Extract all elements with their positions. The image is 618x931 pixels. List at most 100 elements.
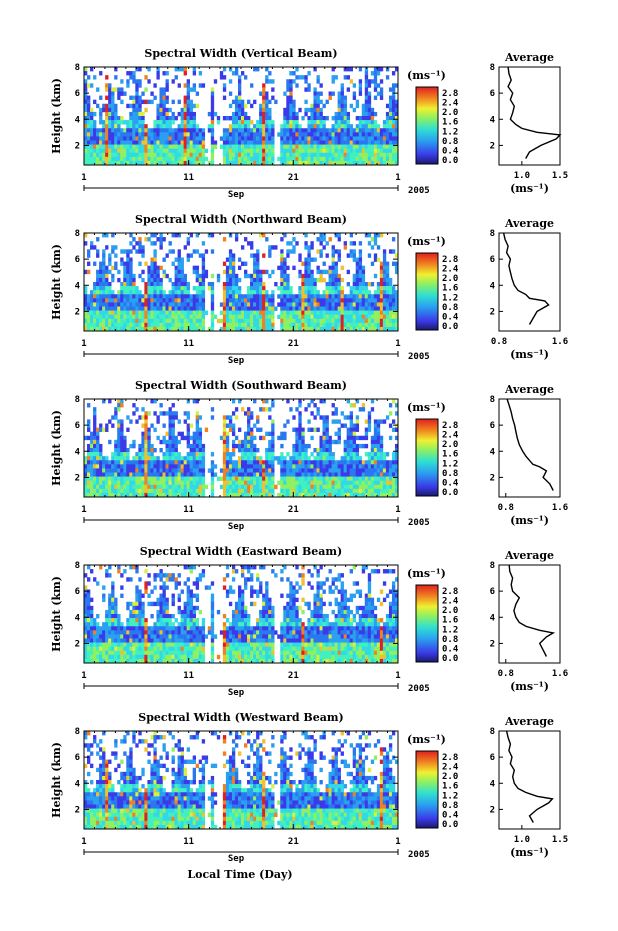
colorbar-tick-label: 0.4 [442,810,459,820]
y-tick-label: 4 [75,447,81,457]
y-tick-label: 2 [75,473,80,483]
average-y-tick: 6 [490,753,495,763]
colorbar-tick-label: 1.2 [442,127,458,137]
colorbar-tick-label: 1.6 [442,450,458,460]
average-frame [498,66,561,166]
average-y-tick: 4 [490,115,496,125]
colorbar-tick-label: 0.8 [442,635,458,645]
year-label: 2005 [408,684,430,694]
y-axis-label: Height (km) [50,78,63,154]
average-line [505,730,554,823]
colorbar-tick-label: 0.4 [442,478,459,488]
x-tick-label: 11 [183,837,194,847]
average-x-label: (ms⁻¹) [510,680,549,693]
x-tick-label: 1 [81,505,86,515]
colorbar-tick-label: 2.4 [442,431,459,441]
colorbar-tick-label: 2.8 [442,255,458,265]
heatmap-cells [84,233,399,332]
year-label: 2005 [408,518,430,528]
average-line [502,232,550,325]
colorbar-tick-label: 2.8 [442,421,458,431]
average-y-tick: 8 [490,395,495,405]
panel-title: Spectral Width (Eastward Beam) [140,545,342,558]
colorbar-tick-label: 0.4 [442,312,459,322]
colorbar-tick-label: 0.0 [442,654,458,664]
colorbar-tick-label: 2.4 [442,265,459,275]
average-y-tick: 2 [490,473,495,483]
colorbar-tick-label: 1.6 [442,616,458,626]
average-frame [498,730,561,830]
colorbar-tick-label: 2.0 [442,108,458,118]
x-tick-label: 1 [395,173,400,183]
colorbar-tick-label: 2.0 [442,772,458,782]
average-x-tick: 1.0 [514,835,530,845]
x-tick-label: 21 [288,505,299,515]
average-title: Average [504,383,554,396]
colorbar-tick-label: 1.6 [442,284,458,294]
x-axis-title: Local Time (Day) [187,868,292,881]
y-tick-label: 2 [75,141,80,151]
average-profile: Average 2 4 6 8 1.0 1.5(ms⁻¹) [490,715,569,859]
y-tick-label: 2 [75,805,80,815]
y-tick-label: 8 [75,63,80,73]
colorbar-label: (ms⁻¹) [407,69,446,82]
month-label: Sep [228,522,245,532]
x-tick-label: 1 [395,505,400,515]
average-x-label: (ms⁻¹) [510,348,549,361]
colorbar-tick-label: 2.0 [442,274,458,284]
x-tick-label: 1 [395,339,400,349]
colorbar-tick-label: 0.4 [442,146,459,156]
heatmap-cells [84,399,399,498]
panel-title: Spectral Width (Southward Beam) [135,379,347,392]
month-label: Sep [228,190,245,200]
average-x-tick: 1.5 [552,171,568,181]
average-x-tick: 1.0 [514,171,530,181]
colorbar-tick-label: 1.2 [442,293,458,303]
colorbar-tick-label: 0.4 [442,644,459,654]
colorbar-label: (ms⁻¹) [407,401,446,414]
average-x-tick: 1.5 [552,835,568,845]
y-tick-label: 4 [75,281,81,291]
y-tick-label: 6 [75,255,80,265]
average-y-tick: 6 [490,89,495,99]
average-title: Average [504,549,554,562]
x-tick-label: 1 [81,671,86,681]
x-tick-label: 11 [183,339,194,349]
average-title: Average [504,51,554,64]
colorbar-tick-label: 1.2 [442,791,458,801]
panel-4: Spectral Width (Eastward Beam) 2 4 6 8 Height… [50,545,568,698]
average-profile: Average 2 4 6 8 0.8 1.6(ms⁻¹) [490,217,569,361]
average-x-tick: 0.8 [498,669,514,679]
colorbar-tick-label: 1.6 [442,782,458,792]
colorbar-tick-label: 2.8 [442,753,458,763]
heatmap-cells [84,565,399,664]
y-tick-label: 6 [75,421,80,431]
average-frame [498,564,561,664]
average-y-tick: 2 [490,805,495,815]
average-x-tick: 0.8 [491,337,507,347]
average-x-label: (ms⁻¹) [510,514,549,527]
colorbar-tick-label: 2.8 [442,89,458,99]
colorbar-tick-label: 0.0 [442,820,458,830]
panel-3: Spectral Width (Southward Beam) 2 4 6 8 Heigh… [50,379,568,532]
average-y-tick: 8 [490,561,495,571]
x-tick-label: 11 [183,173,194,183]
y-tick-label: 8 [75,727,80,737]
x-tick-label: 11 [183,671,194,681]
heatmap-cells [84,731,399,830]
average-frame [498,398,561,498]
average-y-tick: 8 [490,229,495,239]
year-label: 2005 [408,850,430,860]
average-x-label: (ms⁻¹) [510,182,549,195]
average-title: Average [504,715,554,728]
x-tick-label: 1 [395,837,400,847]
x-tick-label: 1 [395,671,400,681]
month-label: Sep [228,854,245,864]
x-tick-label: 21 [288,173,299,183]
y-tick-label: 6 [75,587,80,597]
y-tick-label: 2 [75,307,80,317]
y-axis-label: Height (km) [50,742,63,818]
average-y-tick: 6 [490,587,495,597]
y-axis-label: Height (km) [50,244,63,320]
y-tick-label: 8 [75,229,80,239]
